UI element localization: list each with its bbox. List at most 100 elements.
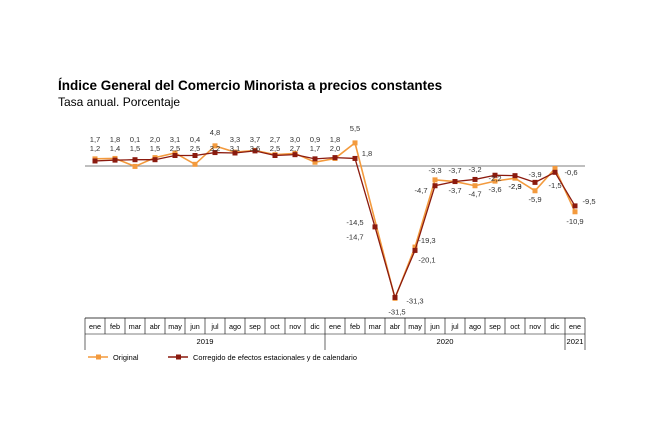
data-label-corrected-12: 2,0	[330, 144, 341, 153]
point-corrected-6	[212, 150, 218, 156]
point-original-16	[412, 244, 418, 250]
data-label-corrected-23: -1,5	[548, 181, 561, 190]
series-line-original	[94, 141, 576, 301]
chart-title: Índice General del Comercio Minorista a …	[58, 78, 443, 93]
point-corrected-1	[112, 157, 118, 163]
x-tick-label-13: feb	[350, 322, 360, 331]
data-label-corrected-6: 3,2	[210, 144, 221, 153]
data-label-corrected-11: 1,7	[310, 144, 321, 153]
point-corrected-22	[532, 179, 538, 185]
point-corrected-15	[392, 294, 398, 300]
x-tick-label-18: jul	[450, 322, 459, 331]
point-original-21	[512, 175, 518, 181]
data-label-original-18: -3,7	[448, 166, 461, 175]
point-corrected-12	[332, 155, 338, 161]
data-label-corrected-4: 2,5	[170, 144, 181, 153]
data-label-corrected-16: -20,1	[418, 255, 435, 264]
year-label-2019: 2019	[197, 337, 214, 346]
data-label-original-11: 0,9	[310, 135, 321, 144]
x-tick-label-2: mar	[129, 322, 142, 331]
data-label-corrected-24: -9,5	[582, 197, 595, 206]
point-corrected-11	[312, 156, 318, 162]
data-label-corrected-3: 1,5	[150, 144, 161, 153]
x-tick-label-9: oct	[270, 322, 280, 331]
x-tick-label-22: nov	[529, 322, 541, 331]
x-tick-label-19: ago	[469, 322, 481, 331]
data-label-original-12: 1,8	[330, 135, 341, 144]
data-label-corrected-0: 1,2	[90, 144, 101, 153]
data-label-original-24: -10,9	[566, 217, 583, 226]
data-label-corrected-1: 1,4	[110, 144, 121, 153]
data-label-original-1: 1,8	[110, 135, 121, 144]
x-tick-label-4: may	[168, 322, 182, 331]
data-label-original-13: 5,5	[350, 124, 361, 133]
point-corrected-23	[552, 169, 558, 175]
legend-marker-0	[96, 354, 101, 360]
data-label-original-extra-14: -14,7	[346, 233, 363, 242]
chart-subtitle: Tasa anual. Porcentaje	[58, 95, 181, 109]
year-label-2021: 2021	[567, 337, 584, 346]
data-label-corrected-19: -3,2	[468, 165, 481, 174]
point-original-13	[352, 140, 358, 146]
legend-label-0: Original	[113, 353, 139, 362]
point-original-6	[212, 143, 218, 149]
data-label-original-7: 3,3	[230, 135, 241, 144]
data-label-corrected-18: -3,7	[448, 186, 461, 195]
x-tick-label-8: sep	[249, 322, 261, 331]
point-original-23	[552, 166, 558, 172]
x-tick-label-10: nov	[289, 322, 301, 331]
data-label-corrected-14: -14,5	[346, 218, 363, 227]
data-label-corrected-10: 2,7	[290, 144, 301, 153]
data-label-original-5: 0,4	[190, 135, 201, 144]
point-corrected-0	[92, 158, 98, 164]
year-label-2020: 2020	[437, 337, 454, 346]
data-label-corrected-8: 3,6	[250, 144, 261, 153]
legend-label-1: Corregido de efectos estacionales y de c…	[193, 353, 357, 362]
point-corrected-2	[132, 157, 138, 163]
data-label-original-6: 4,8	[210, 128, 221, 137]
data-label-original-19: -4,7	[468, 190, 481, 199]
point-corrected-5	[192, 153, 198, 158]
data-label-original-4: 3,1	[170, 135, 181, 144]
x-tick-label-17: jun	[429, 322, 440, 331]
data-label-original-8: 3,7	[250, 135, 261, 144]
point-corrected-10	[292, 152, 298, 158]
point-corrected-4	[172, 153, 178, 158]
point-corrected-8	[252, 148, 258, 154]
point-corrected-17	[432, 183, 438, 189]
point-original-20	[492, 178, 498, 184]
legend-marker-1	[176, 354, 181, 360]
x-tick-label-0: ene	[89, 322, 101, 331]
x-tick-label-5: jun	[189, 322, 200, 331]
data-label-corrected-2: 1,5	[130, 144, 141, 153]
point-corrected-24	[572, 203, 578, 209]
point-corrected-16	[412, 247, 418, 253]
data-label-corrected-7: 3,1	[230, 144, 241, 153]
x-tick-label-20: sep	[489, 322, 501, 331]
x-tick-label-14: mar	[369, 322, 382, 331]
data-label-corrected-5: 2,5	[190, 144, 201, 153]
point-corrected-20	[492, 172, 498, 178]
data-label-corrected-13: 1,8	[362, 149, 373, 158]
x-tick-label-11: dic	[310, 322, 320, 331]
point-corrected-21	[512, 173, 518, 179]
data-label-original-20: -3,6	[488, 185, 501, 194]
series-line-corrected	[94, 150, 576, 300]
data-label-original-21: -2,9	[508, 182, 521, 191]
data-label-corrected-21: -2,3	[508, 182, 521, 191]
x-tick-label-24: ene	[569, 322, 581, 331]
data-label-original-15: -31,5	[388, 307, 405, 316]
point-original-22	[532, 188, 538, 194]
point-corrected-14	[372, 224, 378, 230]
x-tick-label-3: abr	[150, 322, 161, 331]
point-original-4	[172, 150, 178, 156]
point-original-17	[432, 177, 438, 183]
point-original-5	[192, 161, 198, 167]
data-label-original-17: -3,3	[428, 166, 441, 175]
point-corrected-7	[232, 150, 238, 156]
x-tick-label-16: may	[408, 322, 422, 331]
data-label-original-0: 1,7	[90, 135, 101, 144]
x-tick-label-15: abr	[390, 322, 401, 331]
data-label-corrected-22: -3,9	[528, 170, 541, 179]
point-original-2	[132, 163, 138, 169]
